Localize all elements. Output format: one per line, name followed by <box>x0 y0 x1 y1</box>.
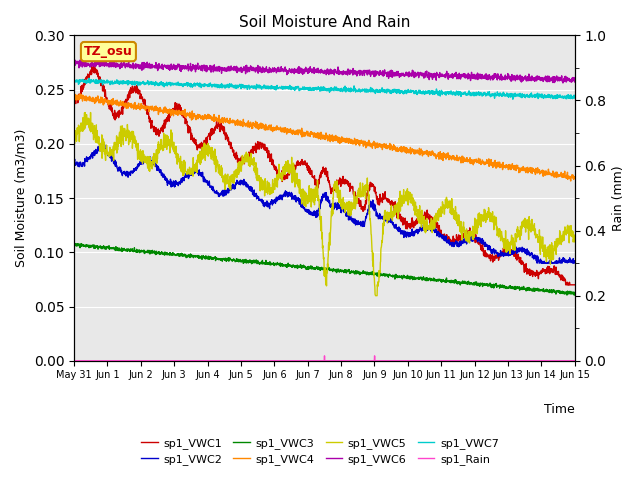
sp1_VWC2 <box>100 142 108 147</box>
Line: sp1_VWC7: sp1_VWC7 <box>74 78 575 99</box>
sp1_VWC7 <box>557 93 564 99</box>
sp1_VWC4 <box>70 92 78 98</box>
sp1_VWC3 <box>301 264 308 270</box>
sp1_VWC7 <box>509 96 516 102</box>
sp1_VWC2 <box>96 144 104 149</box>
Line: sp1_Rain: sp1_Rain <box>74 356 575 361</box>
sp1_VWC4 <box>571 174 579 180</box>
Y-axis label: Rain (mm): Rain (mm) <box>612 165 625 231</box>
sp1_VWC3 <box>314 266 321 272</box>
sp1_VWC6 <box>71 57 79 63</box>
sp1_Rain <box>556 358 564 364</box>
sp1_VWC4 <box>96 96 104 102</box>
sp1_VWC6 <box>559 80 567 86</box>
sp1_VWC7 <box>85 75 93 81</box>
sp1_VWC5 <box>86 109 94 115</box>
Y-axis label: Soil Moisture (m3/m3): Soil Moisture (m3/m3) <box>15 129 28 267</box>
sp1_VWC5 <box>557 230 564 236</box>
sp1_VWC1 <box>70 93 78 99</box>
sp1_VWC1 <box>571 282 579 288</box>
sp1_VWC6 <box>465 72 472 78</box>
sp1_Rain <box>300 358 308 364</box>
sp1_Rain <box>571 358 579 364</box>
sp1_VWC1 <box>556 274 564 279</box>
sp1_VWC5 <box>571 239 579 245</box>
sp1_VWC5 <box>372 293 380 299</box>
sp1_VWC6 <box>557 76 564 82</box>
Line: sp1_VWC2: sp1_VWC2 <box>74 144 575 263</box>
sp1_Rain <box>557 358 564 364</box>
Title: Soil Moisture And Rain: Soil Moisture And Rain <box>239 15 410 30</box>
sp1_Rain <box>314 358 321 364</box>
sp1_Rain <box>321 353 328 359</box>
sp1_VWC2 <box>533 260 541 266</box>
sp1_VWC2 <box>314 213 321 219</box>
sp1_VWC6 <box>556 74 564 80</box>
Line: sp1_VWC3: sp1_VWC3 <box>74 243 575 295</box>
sp1_VWC3 <box>571 290 579 296</box>
Text: TZ_osu: TZ_osu <box>84 45 132 58</box>
sp1_VWC6 <box>301 70 308 76</box>
sp1_VWC6 <box>571 79 579 85</box>
sp1_VWC6 <box>70 58 78 63</box>
Text: Time: Time <box>544 403 575 416</box>
sp1_VWC1 <box>465 229 472 235</box>
sp1_VWC4 <box>556 172 564 178</box>
sp1_Rain <box>465 358 472 364</box>
sp1_VWC7 <box>70 80 78 85</box>
sp1_VWC7 <box>314 86 321 92</box>
sp1_VWC3 <box>70 240 78 246</box>
sp1_VWC1 <box>90 61 98 67</box>
sp1_VWC2 <box>557 260 564 266</box>
Legend: sp1_VWC1, sp1_VWC2, sp1_VWC3, sp1_VWC4, sp1_VWC5, sp1_VWC6, sp1_VWC7, sp1_Rain: sp1_VWC1, sp1_VWC2, sp1_VWC3, sp1_VWC4, … <box>137 433 503 469</box>
sp1_VWC4 <box>557 173 564 179</box>
Line: sp1_VWC5: sp1_VWC5 <box>74 112 575 296</box>
sp1_VWC5 <box>70 132 78 138</box>
sp1_VWC3 <box>557 288 564 294</box>
sp1_VWC5 <box>465 235 472 240</box>
sp1_VWC5 <box>96 148 104 154</box>
sp1_VWC6 <box>96 60 104 66</box>
sp1_VWC6 <box>314 66 321 72</box>
sp1_VWC1 <box>557 273 564 278</box>
Line: sp1_VWC1: sp1_VWC1 <box>74 64 575 285</box>
sp1_VWC1 <box>301 159 308 165</box>
sp1_Rain <box>70 358 78 364</box>
sp1_VWC3 <box>96 243 104 249</box>
sp1_VWC2 <box>571 258 579 264</box>
sp1_VWC2 <box>465 237 472 242</box>
sp1_VWC1 <box>96 74 104 80</box>
sp1_VWC5 <box>557 238 564 244</box>
Line: sp1_VWC6: sp1_VWC6 <box>74 60 575 83</box>
sp1_VWC4 <box>301 130 308 135</box>
sp1_VWC7 <box>557 94 564 100</box>
sp1_VWC7 <box>465 91 472 97</box>
sp1_VWC4 <box>314 130 321 136</box>
sp1_VWC1 <box>562 282 570 288</box>
Line: sp1_VWC4: sp1_VWC4 <box>74 93 575 181</box>
sp1_VWC3 <box>570 292 578 298</box>
sp1_VWC3 <box>465 278 472 284</box>
sp1_VWC7 <box>571 95 579 101</box>
sp1_VWC2 <box>301 205 308 211</box>
sp1_VWC1 <box>314 185 321 191</box>
sp1_VWC3 <box>556 289 564 295</box>
sp1_VWC5 <box>314 187 321 192</box>
sp1_Rain <box>96 358 104 364</box>
sp1_VWC7 <box>301 84 308 90</box>
sp1_VWC7 <box>96 80 104 85</box>
sp1_VWC4 <box>567 178 575 184</box>
sp1_VWC2 <box>557 260 564 265</box>
sp1_VWC2 <box>70 156 78 162</box>
sp1_VWC3 <box>70 242 78 248</box>
sp1_VWC4 <box>70 90 78 96</box>
sp1_VWC5 <box>301 188 308 194</box>
sp1_VWC4 <box>465 157 472 163</box>
